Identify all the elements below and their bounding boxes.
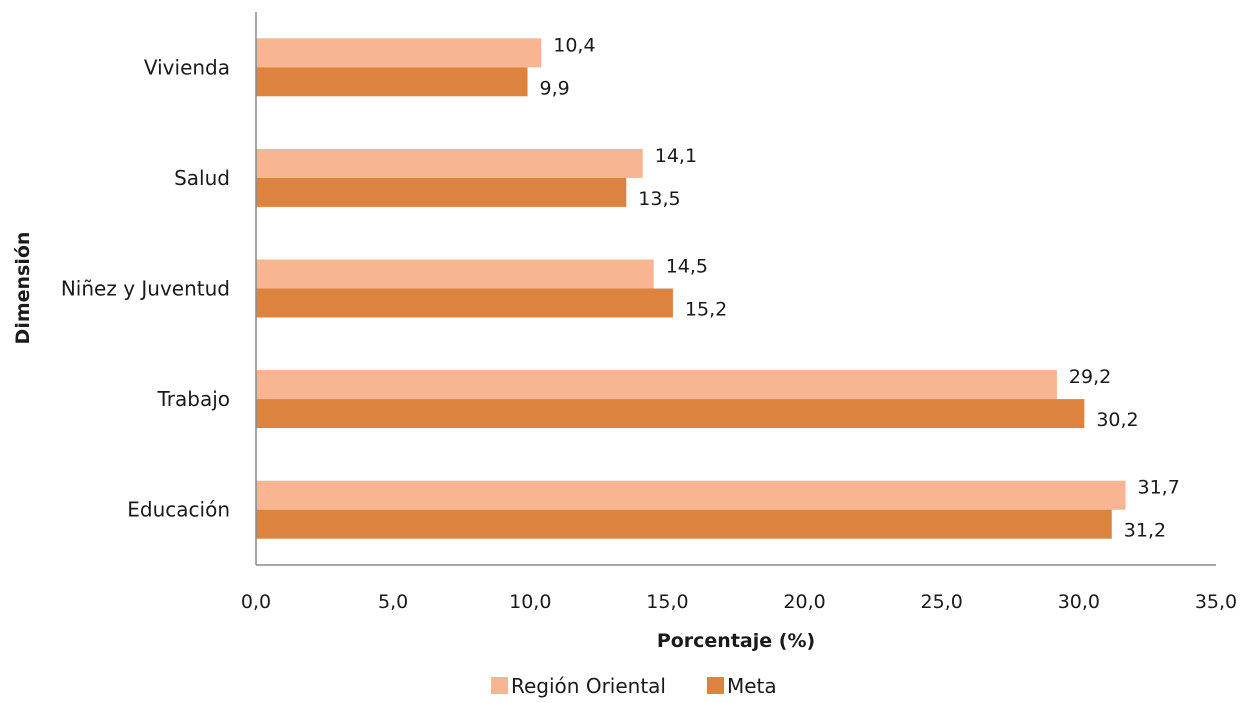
data-label: 9,9 [540, 77, 570, 99]
category-label-ninez-y-juventud: Niñez y Juventud [61, 277, 230, 301]
data-label: 14,1 [655, 145, 697, 167]
bar-region-oriental-educacion [256, 480, 1126, 510]
data-label: 10,4 [553, 34, 595, 56]
bars-layer [256, 38, 1126, 539]
bar-meta-vivienda [256, 67, 528, 97]
x-tick-label: 5,0 [378, 591, 408, 613]
bar-region-oriental-trabajo [256, 370, 1057, 400]
data-label: 15,2 [685, 299, 727, 321]
data-label: 14,5 [666, 256, 708, 278]
category-labels: Vivienda Salud Niñez y Juventud Trabajo Educ… [61, 55, 230, 521]
y-axis-title: Dimensión [12, 232, 34, 345]
data-labels: 10,4 9,9 14,1 13,5 14,5 15,2 29,2 30,2 31,7 31,2 [540, 34, 1180, 541]
x-axis-title: Porcentaje (%) [657, 630, 815, 652]
legend-label-meta: Meta [727, 674, 777, 698]
legend-swatch-meta [707, 677, 724, 694]
category-label-trabajo: Trabajo [157, 387, 231, 411]
data-label: 13,5 [638, 188, 680, 210]
category-label-vivienda: Vivienda [144, 55, 230, 79]
bar-meta-educacion [256, 509, 1112, 539]
x-tick-label: 20,0 [783, 591, 825, 613]
bar-region-oriental-vivienda [256, 38, 542, 68]
x-ticks: 0,0 5,0 10,0 15,0 20,0 25,0 30,0 35,0 [241, 591, 1237, 613]
bar-meta-trabajo [256, 399, 1085, 429]
x-tick-label: 10,0 [509, 591, 551, 613]
legend-swatch-region-oriental [491, 677, 508, 694]
x-tick-label: 30,0 [1058, 591, 1100, 613]
data-label: 31,2 [1124, 520, 1166, 542]
category-label-educacion: Educación [127, 498, 230, 522]
bar-region-oriental-ninez-y-juventud [256, 259, 654, 289]
bar-meta-salud [256, 177, 627, 207]
bar-region-oriental-salud [256, 148, 643, 178]
legend-label-region-oriental: Región Oriental [511, 674, 666, 698]
data-label: 29,2 [1069, 366, 1111, 388]
legend: Región Oriental Meta [491, 674, 777, 698]
bar-meta-ninez-y-juventud [256, 288, 673, 318]
x-tick-label: 35,0 [1195, 591, 1237, 613]
data-label: 31,7 [1137, 477, 1179, 499]
x-tick-label: 0,0 [241, 591, 271, 613]
data-label: 30,2 [1096, 409, 1138, 431]
x-tick-label: 25,0 [921, 591, 963, 613]
x-tick-label: 15,0 [646, 591, 688, 613]
category-label-salud: Salud [174, 166, 230, 190]
